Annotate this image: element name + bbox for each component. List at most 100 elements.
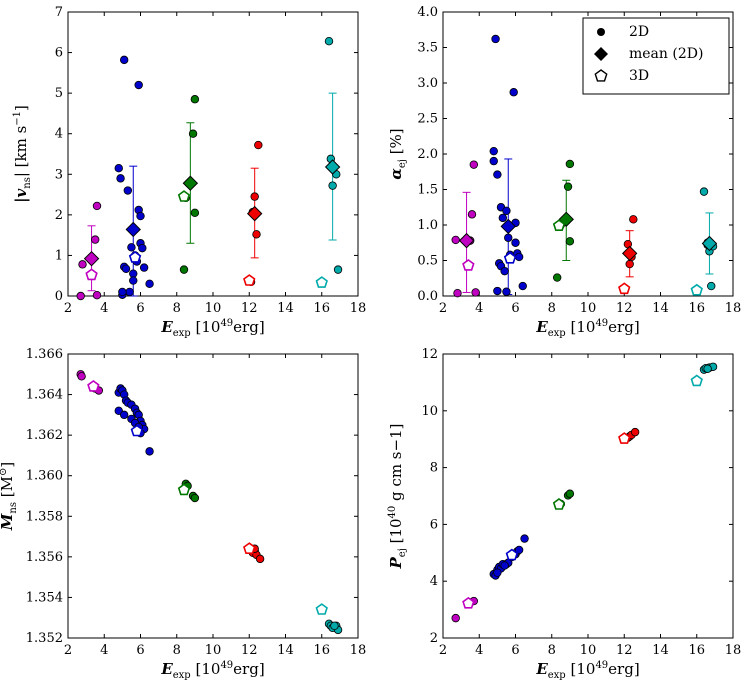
data-point-2d <box>190 493 200 503</box>
data-point-2d <box>134 80 143 90</box>
data-point-2d <box>324 37 334 46</box>
y-tick-label: 1.358 <box>26 509 63 524</box>
y-tick-label: 1.352 <box>26 631 63 646</box>
data-point-2d <box>500 266 509 276</box>
data-point-3d <box>87 380 100 392</box>
data-point-2d <box>333 265 343 274</box>
y-axis-label-mid: [10 <box>387 518 405 548</box>
data-point-2d <box>190 95 200 104</box>
x-tick-label: 18 <box>350 643 367 658</box>
mean-marker <box>458 232 475 249</box>
y-tick-label: 4 <box>55 127 63 142</box>
data-point-2d <box>255 554 265 564</box>
data-point-2d <box>145 447 154 456</box>
y-axis-label-sub: ns <box>22 177 33 189</box>
x-tick-label: 16 <box>313 301 330 316</box>
data-point-2d <box>129 276 138 285</box>
mean-marker <box>621 245 638 262</box>
y-axis-label-sup: ⊙ <box>0 468 9 476</box>
x-axis-label-mid: [10 <box>191 318 221 336</box>
data-point-2d <box>451 613 460 623</box>
data-point-3d <box>130 424 144 437</box>
data-point-2d <box>250 192 259 201</box>
data-point-2d <box>77 372 86 381</box>
x-axis-label: Eexp [1049erg] <box>535 318 639 339</box>
data-point-2d <box>471 288 480 297</box>
y-axis-label-main: α <box>387 168 405 180</box>
y-tick-label: 0.5 <box>417 254 438 269</box>
x-tick-label: 6 <box>136 301 144 316</box>
data-point-2d <box>630 427 640 437</box>
y-axis-label-sup: 40 <box>387 506 398 519</box>
y-tick-label: 1.360 <box>26 469 63 484</box>
x-tick-label: 14 <box>652 301 669 316</box>
plot-frame <box>442 353 734 639</box>
data-point-3d <box>462 596 475 609</box>
x-tick-label: 12 <box>616 643 633 658</box>
y-tick-label: 3.5 <box>417 41 438 56</box>
data-point-2d <box>129 269 138 278</box>
data-point-3d <box>690 374 703 387</box>
data-point-2d <box>489 146 498 156</box>
data-point-2d <box>119 55 129 65</box>
y-axis-label: |vns| [km s−1] <box>12 105 33 203</box>
data-point-2d <box>118 287 127 297</box>
data-point-3d <box>690 283 703 296</box>
y-axis-label-mid: | [km s <box>12 126 30 177</box>
x-axis-label-main: E <box>535 318 548 336</box>
y-axis-label-main: M <box>0 513 16 531</box>
data-point-3d <box>85 268 98 281</box>
data-point-2d <box>119 410 129 420</box>
y-axis-label: Pej [1040 g cm s−1] <box>387 424 408 570</box>
x-axis-label-tail: erg] <box>608 318 640 336</box>
y-tick-label: 6 <box>55 46 63 61</box>
data-point-2d <box>328 181 337 190</box>
data-point-2d <box>76 291 85 301</box>
plot-frame <box>67 11 359 297</box>
x-tick-label: 6 <box>136 643 144 658</box>
data-point-2d <box>121 264 131 274</box>
mean-marker <box>701 235 718 252</box>
x-tick-label: 10 <box>205 643 222 658</box>
data-point-2d <box>123 186 133 195</box>
y-axis-label-tail: ] <box>12 105 30 111</box>
data-point-2d <box>188 129 198 138</box>
x-tick-label: 2 <box>64 301 72 316</box>
x-tick-label: 10 <box>580 301 597 316</box>
x-tick-label: 10 <box>205 301 222 316</box>
x-axis-label-mid: [10 <box>566 660 596 678</box>
data-point-2d <box>707 281 716 291</box>
data-point-3d <box>243 542 256 555</box>
x-axis-label-mid: [10 <box>566 318 596 336</box>
data-point-2d <box>114 163 123 173</box>
data-point-3d <box>505 548 519 561</box>
data-point-2d <box>493 286 502 296</box>
y-tick-label: 6 <box>430 517 438 532</box>
data-point-2d <box>116 174 125 183</box>
data-point-2d <box>625 259 634 269</box>
data-point-2d <box>699 187 709 196</box>
data-point-2d <box>90 235 100 244</box>
data-point-2d <box>520 534 529 543</box>
data-point-3d <box>315 603 328 615</box>
x-tick-label: 16 <box>688 301 705 316</box>
data-point-2d <box>514 252 524 262</box>
data-point-3d <box>552 219 566 231</box>
x-tick-label: 4 <box>475 301 483 316</box>
x-tick-label: 2 <box>64 643 72 658</box>
x-axis-label-main: E <box>160 318 173 336</box>
y-tick-label: 0.0 <box>417 289 438 304</box>
data-point-2d <box>500 561 509 570</box>
data-point-2d <box>552 273 562 282</box>
y-tick-label: 3.0 <box>417 76 438 91</box>
legend-diamond-icon <box>594 47 608 61</box>
data-point-3d <box>618 282 631 295</box>
x-tick-label: 2 <box>439 301 447 316</box>
data-point-2d <box>565 159 575 169</box>
y-axis-label-mid: [%] <box>387 128 405 159</box>
y-tick-label: 0 <box>55 289 63 304</box>
data-point-2d <box>127 243 136 252</box>
x-axis-label-sub: exp <box>548 328 566 339</box>
x-tick-label: 8 <box>173 643 181 658</box>
